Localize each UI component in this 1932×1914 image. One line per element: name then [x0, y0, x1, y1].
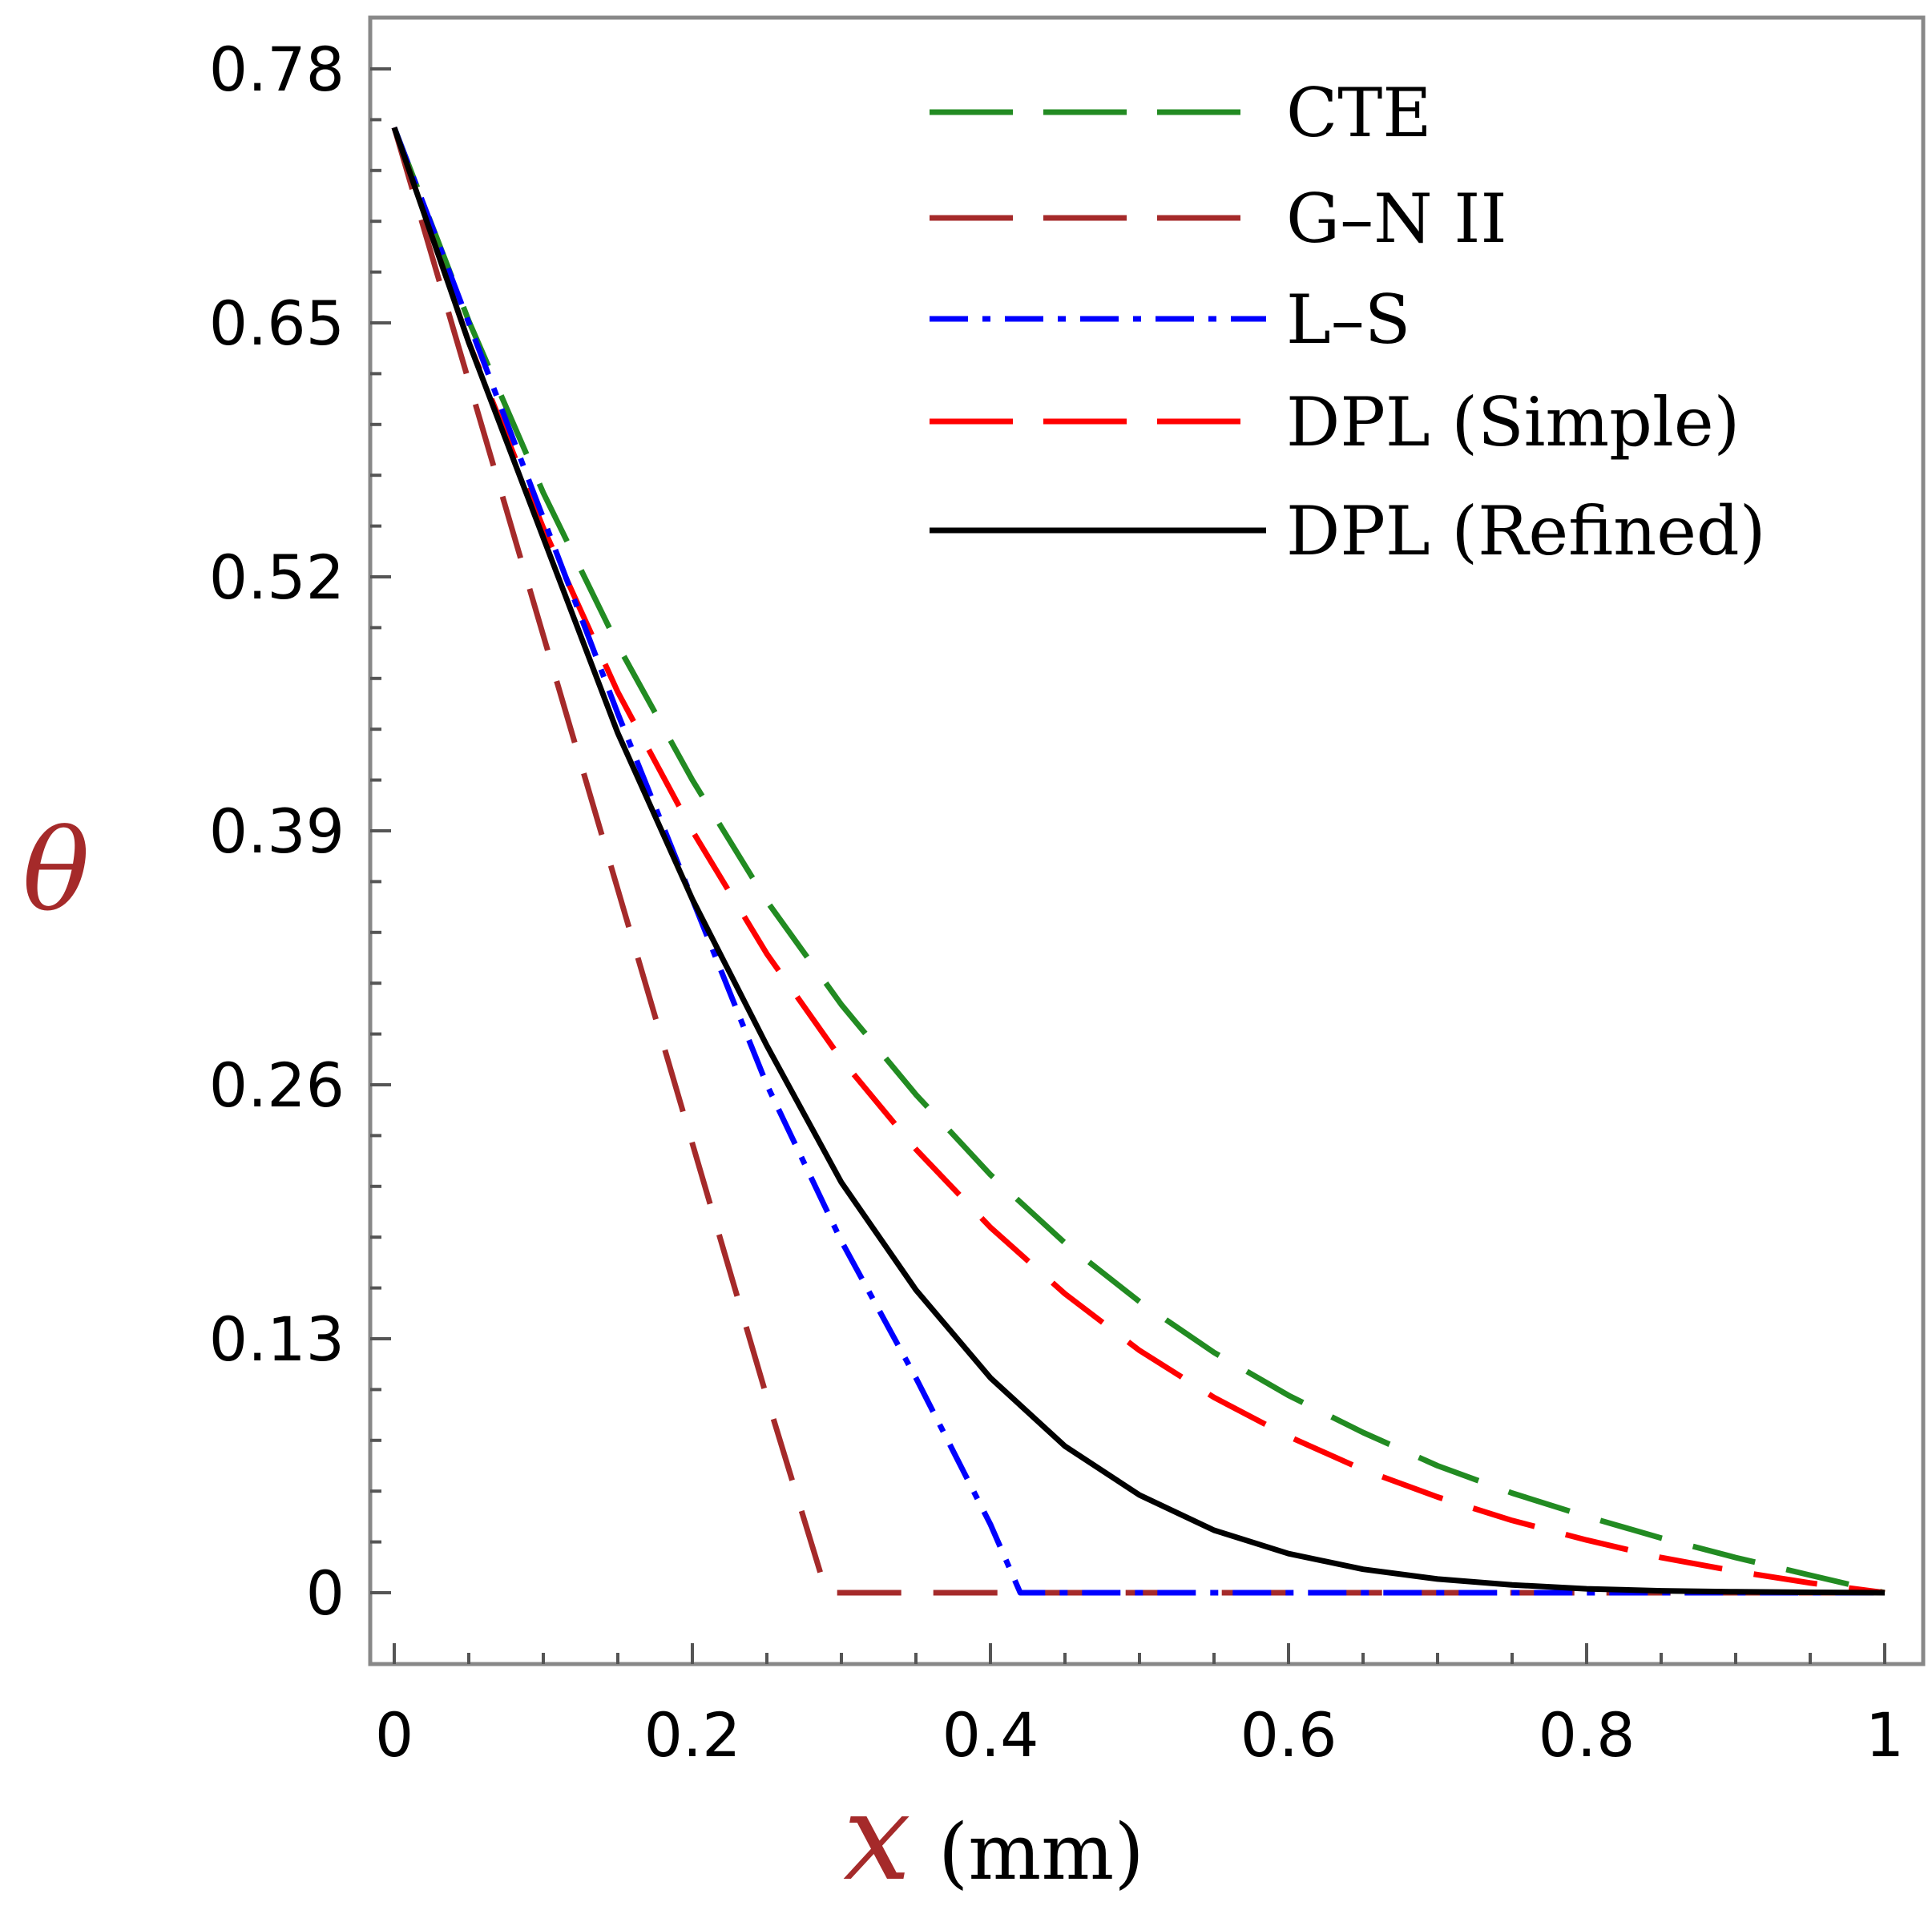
series-line-cte — [391, 126, 1886, 1596]
series-line-dpl-refined — [391, 127, 1886, 1596]
y-axis-label: θ — [22, 806, 90, 937]
series-line-l-s — [391, 126, 1885, 1596]
y-tick-label: 0.39 — [209, 796, 345, 867]
x-tick-label: 0.6 — [1240, 1699, 1337, 1771]
legend-label: DPL (Refined) — [1286, 492, 1765, 570]
plot-frame — [368, 15, 1926, 1666]
legend-label: L–S — [1286, 280, 1410, 359]
axis-tick-labels: 0 0.13 0.26 0.39 0.52 0.65 0.78 0 0.2 0.4 0.6 0.8 1 — [209, 34, 1904, 1771]
legend-label: G–N II — [1286, 179, 1507, 258]
x-axis-label: x (mm) — [843, 1768, 1144, 1908]
y-tick-label: 0.78 — [209, 34, 345, 105]
series-layer — [391, 126, 1886, 1596]
x-axis-unit: (mm) — [938, 1807, 1144, 1897]
x-tick-label: 0.8 — [1539, 1699, 1636, 1771]
y-tick-label: 0.26 — [209, 1050, 345, 1121]
x-tick-label: 0.2 — [644, 1699, 741, 1771]
legend-label: DPL (Simple) — [1286, 383, 1740, 461]
y-tick-label: 0.13 — [209, 1304, 345, 1375]
series-line-g-n-ii — [391, 127, 1885, 1596]
x-tick-label: 0.4 — [942, 1699, 1039, 1771]
x-tick-label: 1 — [1865, 1699, 1904, 1771]
series-line-dpl-simple — [391, 127, 1886, 1596]
x-tick-label: 0 — [375, 1699, 413, 1771]
axis-ticks — [370, 67, 1886, 1664]
legend-label: CTE — [1286, 74, 1432, 152]
y-tick-label: 0 — [306, 1557, 345, 1629]
legend: CTE G–N II L–S DPL (Simple) DPL (Refined) — [930, 74, 1765, 570]
x-axis-variable: x — [843, 1768, 911, 1908]
y-tick-label: 0.65 — [209, 288, 345, 359]
y-tick-label: 0.52 — [209, 542, 345, 613]
